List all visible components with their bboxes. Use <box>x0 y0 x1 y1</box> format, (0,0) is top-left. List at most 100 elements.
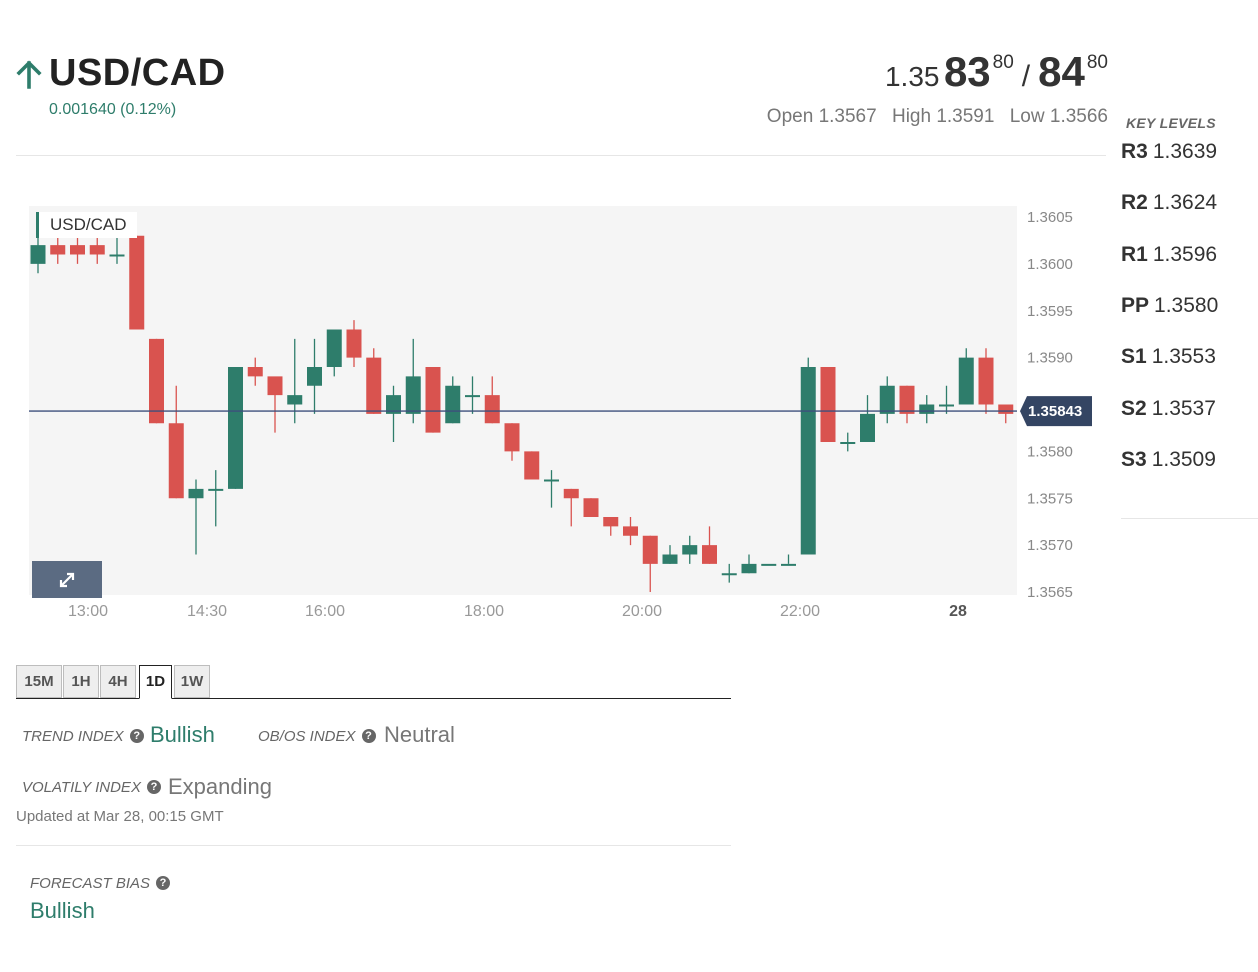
tab-15m[interactable]: 15M <box>16 665 62 698</box>
candle-body <box>425 367 441 433</box>
key-level-name: R2 <box>1121 191 1148 214</box>
chart-series-label: USD/CAD <box>36 212 137 238</box>
trend-index-value: Bullish <box>150 722 215 747</box>
candle <box>247 357 263 386</box>
section-divider <box>16 845 731 846</box>
question-circle-icon[interactable]: ? <box>361 729 376 744</box>
obos-index-value: Neutral <box>384 722 455 747</box>
candle <box>405 338 421 424</box>
candle <box>346 320 362 367</box>
chart-plot-area <box>29 206 1017 595</box>
candle-body <box>70 245 85 255</box>
key-level-s2: S2 1.3537 <box>1121 397 1216 421</box>
key-level-name: R1 <box>1121 243 1148 266</box>
candle-body <box>307 367 322 386</box>
candle-body <box>642 535 658 564</box>
candle-body <box>860 413 875 442</box>
bid-big: 83 <box>943 48 991 95</box>
ask-pips: 80 <box>1086 52 1108 73</box>
obos-index-label: OB/OS INDEX? <box>258 728 376 745</box>
candle-body <box>840 442 856 444</box>
key-level-value: 1.3580 <box>1154 294 1219 317</box>
key-level-name: S1 <box>1121 345 1147 368</box>
header-divider <box>16 155 1106 156</box>
tab-4h[interactable]: 4H <box>100 665 136 698</box>
candle <box>820 367 836 442</box>
candle <box>702 526 717 564</box>
tab-1h[interactable]: 1H <box>63 665 99 698</box>
bid-pips: 80 <box>992 52 1014 73</box>
expand-arrows-icon <box>59 572 75 588</box>
arrow-up-icon <box>16 60 42 89</box>
key-level-name: S2 <box>1121 397 1147 420</box>
candle-body <box>109 254 125 257</box>
candle-body <box>386 395 401 414</box>
x-axis-tick-label: 20:00 <box>622 603 662 620</box>
tab-1d[interactable]: 1D <box>139 665 172 699</box>
candle-body <box>247 367 263 377</box>
x-axis-tick-label: 18:00 <box>464 603 504 620</box>
question-circle-icon[interactable]: ? <box>156 876 171 891</box>
candle-body <box>30 245 46 264</box>
candle <box>484 376 500 424</box>
key-level-name: S3 <box>1121 448 1147 471</box>
key-level-s1: S1 1.3553 <box>1121 345 1216 369</box>
candle <box>445 376 461 424</box>
candle <box>840 432 856 452</box>
volatility-index-label-text: VOLATILY INDEX <box>22 779 141 796</box>
price-chart[interactable]: 1.36051.36001.35951.35901.35851.35801.35… <box>0 0 1120 640</box>
candle <box>899 385 915 424</box>
updated-timestamp: Updated at Mar 28, 00:15 GMT <box>16 808 224 825</box>
candle-body <box>919 404 935 414</box>
question-circle-icon[interactable]: ? <box>146 780 161 795</box>
candle <box>761 563 777 566</box>
candle-body <box>939 404 954 407</box>
x-axis-tick-label: 28 <box>949 603 967 620</box>
candle-body <box>781 563 796 566</box>
candle <box>425 367 441 433</box>
question-circle-icon[interactable]: ? <box>129 729 144 744</box>
candle-body <box>761 563 777 566</box>
candle <box>741 554 757 574</box>
candle <box>978 348 994 414</box>
key-level-pp: PP 1.3580 <box>1121 294 1218 318</box>
trend-index-label-text: TREND INDEX <box>22 728 124 745</box>
candle-body <box>366 357 382 414</box>
candle-body <box>168 423 184 499</box>
candle-body <box>998 404 1014 414</box>
expand-chart-button[interactable] <box>32 561 102 598</box>
y-axis-tick-label: 1.3605 <box>1027 209 1073 226</box>
x-axis-tick-label: 16:00 <box>305 603 345 620</box>
key-level-r1: R1 1.3596 <box>1121 243 1217 267</box>
candle-body <box>820 367 836 442</box>
y-axis-tick-label: 1.3600 <box>1027 256 1073 273</box>
candle <box>524 451 540 480</box>
open-value: 1.3567 <box>818 106 877 127</box>
volatility-index-value: Expanding <box>168 774 272 799</box>
candle <box>860 395 875 442</box>
candle-body <box>149 338 164 424</box>
candle <box>662 545 678 564</box>
candle-body <box>603 517 619 527</box>
candle <box>208 470 224 527</box>
candle-body <box>129 235 145 330</box>
y-axis-tick-label: 1.3565 <box>1027 584 1073 601</box>
candle <box>188 479 204 555</box>
candle-body <box>50 245 66 255</box>
candle <box>149 338 164 424</box>
key-level-s3: S3 1.3509 <box>1121 448 1216 472</box>
high-label: High <box>891 106 932 127</box>
x-axis-tick-label: 14:30 <box>187 603 227 620</box>
key-level-name: PP <box>1121 294 1150 317</box>
current-price-tag <box>1020 396 1092 427</box>
bid-ask-price: 1.35 83 80/84 80 <box>885 48 1108 96</box>
candle <box>721 563 737 583</box>
candle-body <box>208 488 224 491</box>
candle <box>386 385 401 442</box>
candle-body <box>682 545 698 555</box>
tab-1w[interactable]: 1W <box>174 665 210 698</box>
candle-body <box>465 395 480 398</box>
candle <box>879 376 895 424</box>
candle <box>465 376 480 414</box>
candle <box>70 235 85 264</box>
